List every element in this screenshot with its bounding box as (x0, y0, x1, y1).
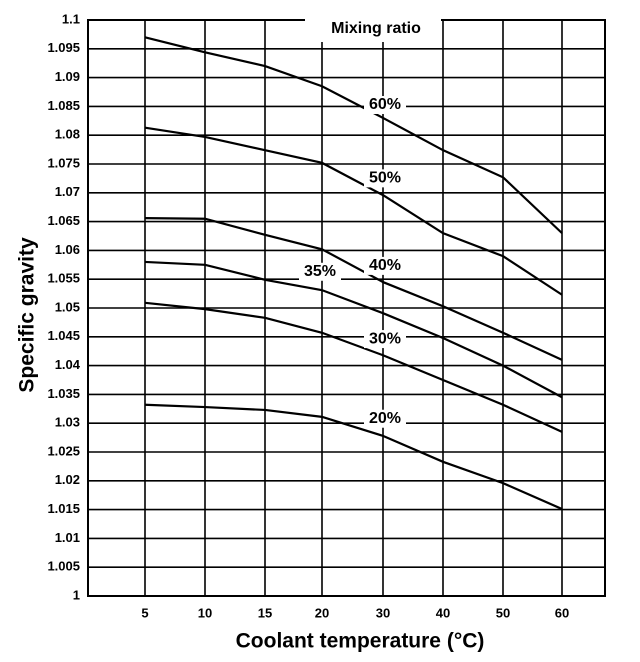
series-line (144, 217, 563, 361)
y-tick-label: 1.01 (55, 530, 80, 545)
series-label: 20% (369, 410, 401, 427)
label-background (364, 95, 406, 114)
y-tick-label: 1.005 (47, 559, 80, 574)
series-label: 40% (369, 257, 401, 274)
label-background (364, 409, 406, 428)
y-tick-label: 1.095 (47, 40, 80, 55)
label-background (364, 169, 406, 188)
label-background (299, 262, 341, 281)
y-tick-label: 1.1 (62, 11, 80, 26)
y-tick-label: 1.085 (47, 98, 80, 113)
series-label: 60% (369, 96, 401, 113)
x-tick-label: 30 (376, 605, 390, 620)
y-tick-label: 1.07 (55, 184, 80, 199)
x-tick-label: 5 (141, 605, 148, 620)
y-axis-title: Specific gravity (16, 237, 39, 393)
label-background (364, 256, 406, 275)
x-tick-label: 10 (198, 605, 212, 620)
y-tick-label: 1.025 (47, 443, 80, 458)
x-axis-title: Coolant temperature (°C) (236, 630, 485, 653)
y-tick-label: 1.03 (55, 415, 80, 430)
y-tick-label: 1.035 (47, 386, 80, 401)
x-tick-label: 40 (436, 605, 450, 620)
series-label: 35% (304, 263, 336, 280)
series-label: 30% (369, 330, 401, 347)
y-tick-label: 1 (73, 587, 80, 602)
series-line (144, 260, 563, 399)
y-tick-label: 1.04 (55, 357, 81, 372)
x-tick-label: 15 (258, 605, 272, 620)
x-tick-label: 20 (315, 605, 329, 620)
series-line (144, 301, 563, 433)
series-line (144, 36, 563, 234)
legend-title: Mixing ratio (331, 20, 421, 37)
x-tick-label: 50 (496, 605, 510, 620)
y-tick-label: 1.02 (55, 472, 80, 487)
series-label: 50% (369, 170, 401, 187)
y-tick-label: 1.015 (47, 501, 80, 516)
y-tick-label: 1.08 (55, 127, 80, 142)
series-line (144, 126, 563, 296)
y-tick-label: 1.055 (47, 271, 80, 286)
y-tick-label: 1.09 (55, 69, 80, 84)
y-tick-label: 1.065 (47, 213, 80, 228)
label-background (364, 330, 406, 349)
x-tick-label: 60 (555, 605, 569, 620)
y-tick-label: 1.05 (55, 299, 80, 314)
legend-title-background (305, 16, 441, 42)
y-tick-label: 1.045 (47, 328, 80, 343)
y-tick-label: 1.075 (47, 155, 80, 170)
series-line (144, 403, 563, 511)
y-tick-label: 1.06 (55, 242, 80, 257)
